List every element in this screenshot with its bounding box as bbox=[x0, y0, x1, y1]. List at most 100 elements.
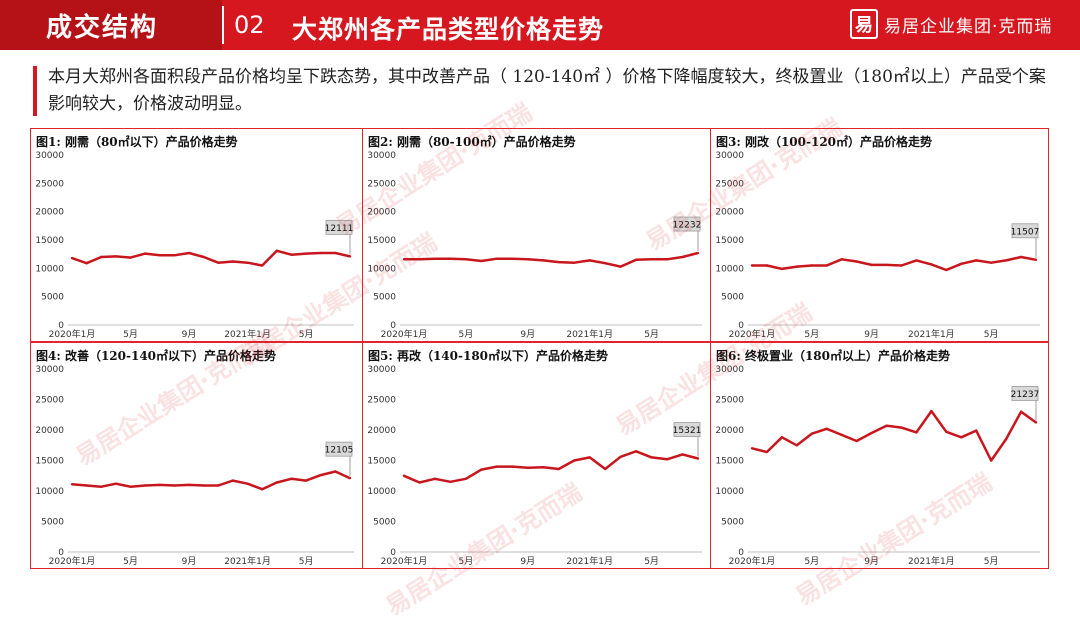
chart-6: 0 5000 10000 15000 20000 25000 30000 2020年1月 5月 9… bbox=[715, 365, 1040, 567]
data-point bbox=[573, 261, 576, 264]
data-point bbox=[480, 468, 483, 471]
y-tick-label: 10000 bbox=[35, 264, 64, 274]
data-point bbox=[650, 258, 653, 261]
section-number: 02 bbox=[234, 11, 265, 39]
data-point bbox=[825, 427, 828, 430]
y-tick-label: 25000 bbox=[35, 396, 64, 406]
y-tick-label: 30000 bbox=[715, 151, 744, 161]
data-point bbox=[557, 260, 560, 264]
chart-panel-5: 图5: 再改（140-180㎡以下）产品价格走势 0 5000 10000 15000… bbox=[362, 342, 711, 569]
callout-box bbox=[325, 219, 353, 235]
x-tick-label: 2021年1月 bbox=[566, 328, 613, 340]
data-point bbox=[511, 465, 514, 468]
data-point bbox=[975, 429, 978, 432]
data-point bbox=[557, 467, 560, 471]
y-tick-label: 5000 bbox=[721, 293, 744, 303]
data-point bbox=[634, 450, 638, 453]
data-point bbox=[334, 251, 337, 255]
data-point bbox=[319, 251, 322, 255]
y-tick-label: 15000 bbox=[35, 236, 64, 246]
data-point bbox=[885, 263, 888, 267]
data-point bbox=[681, 453, 684, 456]
summary-accent-bar bbox=[33, 66, 37, 116]
data-label: 11507 bbox=[1011, 227, 1040, 237]
chart-5: 0 5000 10000 15000 20000 25000 30000 2020年1月 5月 9… bbox=[367, 365, 702, 567]
x-tick-label: 5月 bbox=[644, 556, 659, 567]
y-tick-label: 25000 bbox=[367, 179, 396, 189]
data-point bbox=[750, 447, 754, 450]
series-line bbox=[403, 450, 699, 484]
data-point bbox=[114, 482, 118, 485]
x-tick-label: 5月 bbox=[459, 556, 474, 567]
series-line bbox=[752, 255, 1037, 272]
data-point bbox=[588, 456, 591, 459]
data-point bbox=[855, 260, 858, 263]
chart-title: 图3: 刚改（100-120㎡）产品价格走势 bbox=[716, 135, 933, 149]
series-line bbox=[751, 409, 1037, 462]
chart-title: 图5: 再改（140-180㎡以下）产品价格走势 bbox=[368, 349, 609, 363]
data-point bbox=[143, 252, 147, 255]
data-point bbox=[464, 258, 468, 261]
data-point bbox=[217, 261, 220, 264]
data-point bbox=[129, 485, 132, 488]
callout-box bbox=[325, 441, 353, 457]
y-tick-label: 20000 bbox=[715, 426, 744, 436]
chart-title: 图1: 刚需（80㎡以下）产品价格走势 bbox=[36, 135, 238, 149]
y-tick-label: 20000 bbox=[35, 426, 64, 436]
y-tick-label: 5000 bbox=[41, 293, 64, 303]
y-tick-label: 25000 bbox=[35, 179, 64, 189]
data-point bbox=[945, 268, 948, 272]
y-tick-label: 10000 bbox=[715, 264, 744, 274]
section-tab: 成交结构 bbox=[0, 0, 222, 50]
logo-text: 易居企业集团·克而瑞 bbox=[884, 16, 1053, 37]
x-tick-label: 9月 bbox=[864, 556, 879, 567]
y-tick-label: 15000 bbox=[715, 457, 744, 467]
data-point bbox=[780, 267, 784, 271]
y-tick-label: 5000 bbox=[373, 293, 396, 303]
data-point bbox=[334, 470, 337, 473]
data-point bbox=[402, 258, 406, 261]
data-point bbox=[348, 255, 352, 258]
data-point bbox=[70, 483, 74, 486]
x-tick-label: 9月 bbox=[864, 329, 879, 340]
y-tick-label: 10000 bbox=[367, 487, 396, 497]
data-point bbox=[114, 255, 118, 258]
x-tick-label: 2020年1月 bbox=[49, 555, 96, 567]
data-point bbox=[840, 433, 843, 437]
data-point bbox=[696, 457, 700, 460]
x-tick-label: 2020年1月 bbox=[381, 555, 428, 567]
x-tick-label: 2021年1月 bbox=[566, 555, 613, 567]
data-point bbox=[187, 251, 191, 255]
data-point bbox=[765, 450, 769, 454]
y-tick-label: 15000 bbox=[35, 457, 64, 467]
data-point bbox=[960, 436, 963, 439]
data-point bbox=[825, 264, 828, 267]
page-title: 大郑州各产品类型价格走势 bbox=[292, 15, 605, 44]
data-point bbox=[100, 485, 103, 488]
x-tick-label: 5月 bbox=[123, 329, 138, 340]
callout-box bbox=[673, 422, 701, 437]
data-point bbox=[989, 261, 993, 264]
x-tick-label: 2021年1月 bbox=[224, 555, 271, 567]
x-tick-label: 2021年1月 bbox=[908, 328, 955, 340]
data-point bbox=[765, 264, 769, 267]
data-point bbox=[495, 465, 499, 468]
data-point bbox=[885, 424, 888, 427]
y-tick-label: 20000 bbox=[715, 208, 744, 218]
x-tick-label: 9月 bbox=[182, 556, 197, 567]
y-tick-label: 0 bbox=[390, 321, 396, 331]
data-point bbox=[810, 432, 813, 435]
y-tick-label: 30000 bbox=[367, 151, 396, 161]
y-tick-label: 30000 bbox=[35, 365, 64, 375]
data-point bbox=[634, 258, 638, 262]
y-tick-label: 15000 bbox=[715, 236, 744, 246]
data-point bbox=[900, 264, 903, 267]
data-point bbox=[304, 252, 308, 255]
data-point bbox=[187, 483, 191, 487]
y-tick-label: 25000 bbox=[367, 396, 396, 406]
chart-panel-4: 图4: 改善（120-140㎡以下）产品价格走势 0 5000 10000 15000… bbox=[30, 342, 363, 569]
y-tick-label: 10000 bbox=[715, 487, 744, 497]
data-point bbox=[840, 258, 843, 261]
data-point bbox=[1034, 421, 1038, 424]
data-point bbox=[1004, 437, 1008, 441]
